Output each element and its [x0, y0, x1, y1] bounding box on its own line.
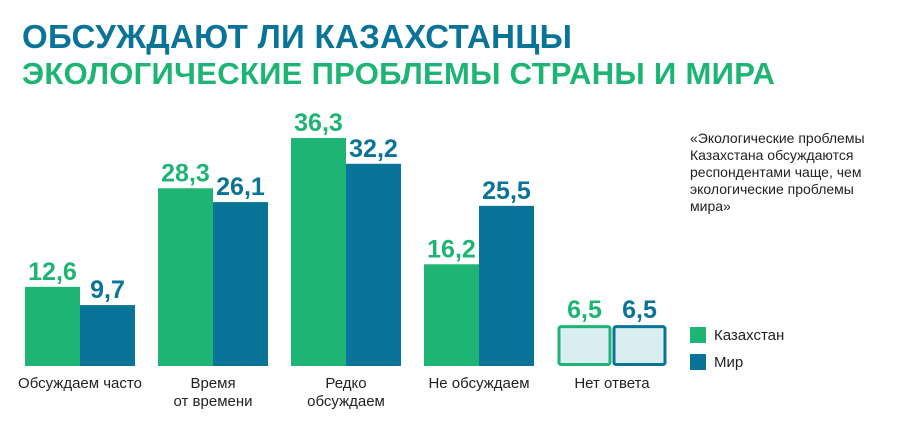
bar-kazakhstan-2	[291, 138, 346, 366]
category-label-line: обсуждаем	[307, 393, 385, 410]
data-label-kazakhstan-0: 12,6	[28, 258, 77, 286]
legend-swatch-world	[690, 354, 706, 370]
bar-kazakhstan-3	[424, 264, 479, 366]
data-label-kazakhstan-3: 16,2	[427, 235, 476, 263]
legend-label-world: Мир	[714, 354, 743, 371]
bar-kazakhstan-0	[25, 286, 80, 366]
category-label-2: Редко обсуждаем	[307, 375, 385, 410]
data-label-kazakhstan-2: 36,3	[294, 109, 343, 137]
category-label-1: Время от времени	[173, 375, 252, 410]
quote-note: «Экологические проблемы Казахстана обсуж…	[690, 130, 865, 214]
chart-title: ОБСУЖДАЮТ ЛИ КАЗАХСТАНЦЫ	[22, 18, 573, 55]
data-label-world-2: 32,2	[349, 135, 398, 163]
data-label-world-1: 26,1	[216, 173, 265, 201]
bar-kazakhstan-1	[158, 188, 213, 366]
legend-swatch-kazakhstan	[690, 327, 706, 343]
category-label-3: Не обсуждаем	[428, 375, 529, 392]
category-label-0: Обсуждаем часто	[18, 375, 142, 392]
bar-world-2	[346, 163, 401, 366]
chart-subtitle: ЭКОЛОГИЧЕСКИЕ ПРОБЛЕМЫ СТРАНЫ И МИРА	[22, 56, 776, 91]
category-label-line: Не обсуждаем	[428, 375, 529, 392]
category-label-4: Нет ответа	[574, 375, 650, 392]
bar-world-no-answer	[612, 325, 667, 366]
data-label-kazakhstan-4: 6,5	[567, 296, 602, 324]
bar-world-1	[213, 202, 268, 366]
category-label-line: Время	[190, 375, 235, 392]
data-label-world-4: 6,5	[622, 296, 657, 324]
category-label-line: Нет ответа	[574, 375, 650, 392]
bar-kazakhstan-no-answer	[557, 325, 612, 366]
data-label-world-0: 9,7	[90, 276, 125, 304]
category-label-line: Редко	[325, 375, 366, 392]
data-label-kazakhstan-1: 28,3	[161, 159, 210, 187]
category-label-line: от времени	[173, 393, 252, 410]
bar-world-0	[80, 305, 135, 366]
category-label-line: Обсуждаем часто	[18, 375, 142, 392]
legend-label-kazakhstan: Казахстан	[714, 327, 784, 344]
data-label-world-3: 25,5	[482, 177, 531, 205]
bar-world-3	[479, 205, 534, 366]
